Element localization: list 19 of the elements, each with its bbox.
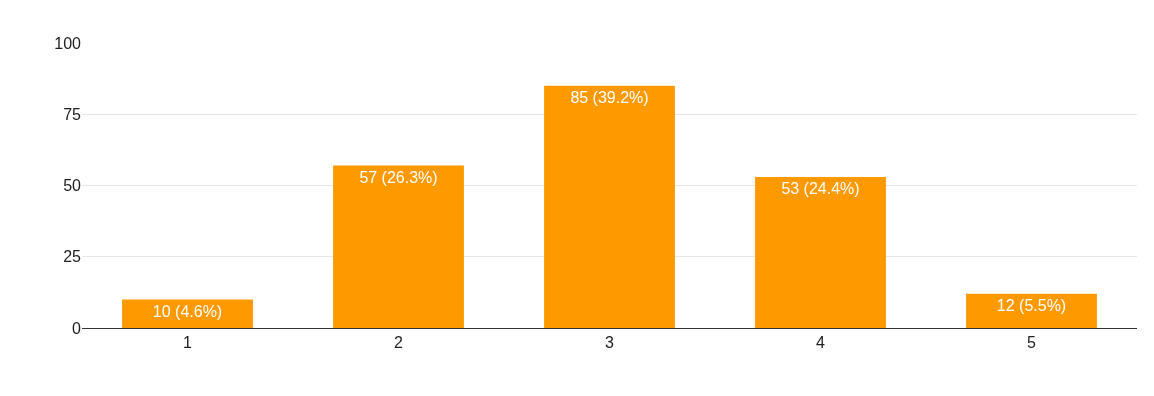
- y-tick-label: 100: [54, 34, 82, 52]
- x-tick-label: 4: [816, 334, 826, 352]
- y-tick-label: 25: [63, 248, 82, 266]
- bar: [755, 176, 886, 328]
- x-tick-label: 3: [605, 334, 615, 352]
- data-label: 85 (39.2%): [570, 88, 649, 106]
- bar: [966, 293, 1097, 328]
- y-tick-label: 75: [63, 105, 82, 123]
- y-tick-label: 0: [72, 319, 82, 337]
- data-label: 53 (24.4%): [781, 179, 860, 197]
- bar: [544, 85, 675, 328]
- x-tick-label: 1: [183, 334, 193, 352]
- y-tick-label: 50: [63, 177, 82, 195]
- data-label: 10 (4.6%): [152, 302, 223, 320]
- x-tick-label: 5: [1027, 334, 1037, 352]
- x-tick-label: 2: [394, 334, 404, 352]
- data-label: 57 (26.3%): [359, 168, 438, 186]
- data-label: 12 (5.5%): [996, 296, 1067, 314]
- bar: [333, 165, 464, 328]
